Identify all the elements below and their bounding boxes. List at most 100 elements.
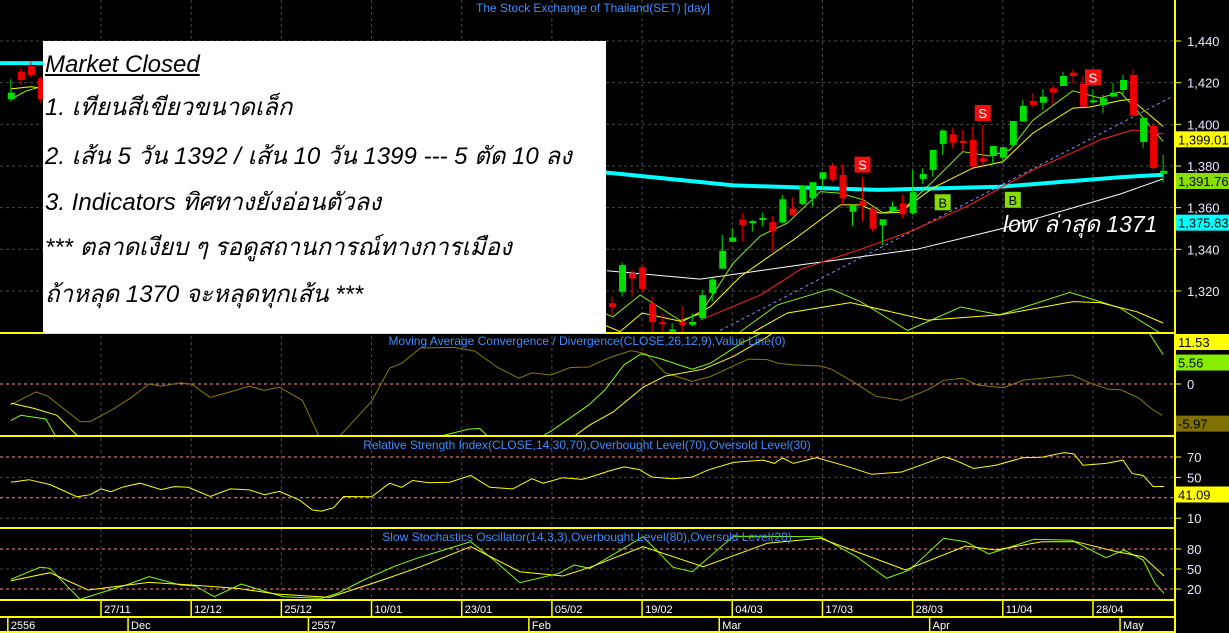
price-axis-label: 1,420: [1187, 76, 1220, 91]
stochastic-axis-label: 50: [1187, 562, 1201, 577]
buy-signal-marker: B: [1004, 191, 1021, 208]
candle: [1019, 99, 1027, 122]
candle-body: [1089, 100, 1097, 103]
candle: [1150, 123, 1158, 171]
price-value-label: 1,399.01: [1176, 131, 1229, 148]
candle-body: [889, 206, 897, 211]
candle-body: [1100, 98, 1107, 105]
rsi-axis-label: 70: [1187, 450, 1201, 465]
candle: [979, 124, 987, 165]
candle: [819, 172, 827, 189]
candle-body: [639, 267, 647, 289]
candle: [959, 129, 967, 151]
svg-text:5.56: 5.56: [1178, 356, 1203, 371]
candle: [839, 164, 847, 205]
candle: [729, 228, 737, 242]
rsi-value-label: 41.09: [1176, 486, 1229, 503]
candle-body: [909, 192, 917, 214]
candle-body: [749, 221, 757, 224]
macd-value-label: -5.97: [1176, 415, 1229, 432]
candle: [919, 168, 927, 184]
candle: [949, 127, 957, 149]
note-heading: Market Closed: [45, 51, 200, 78]
price-value-label: 1,375.83: [1176, 214, 1229, 231]
signal-label: S: [1089, 70, 1098, 85]
candle: [779, 194, 787, 223]
candle-body: [699, 295, 707, 319]
candle: [869, 206, 877, 232]
candle: [1100, 94, 1107, 114]
macd-series-line: [10, 346, 1163, 435]
date-tick-label: 05/02: [555, 604, 583, 616]
candle-body: [939, 130, 947, 144]
buy-signal-marker: B: [934, 194, 951, 211]
note-line-2: 2. เส้น 5 วัน 1392 / เส้น 10 วัน 1399 --…: [45, 143, 572, 170]
price-value-label: 1,391.76: [1176, 172, 1229, 189]
candle: [1160, 154, 1168, 183]
candle-body: [719, 250, 727, 269]
date-tick-label: 25/12: [284, 604, 312, 616]
candle: [1079, 75, 1087, 108]
price-axis-label: 1,400: [1187, 117, 1220, 132]
note-line-4: *** ตลาดเงียบ ๆ รอดูสถานการณ์ทางการเมือง: [45, 234, 512, 261]
candle: [1049, 84, 1057, 105]
candle-body: [1150, 125, 1158, 169]
candle-body: [879, 219, 887, 226]
market-note-box: Market Closed 1. เทียนสีเขียวขนาดเล็ก 2.…: [43, 41, 606, 333]
candle: [789, 197, 797, 216]
candle-body: [769, 222, 777, 232]
candle: [679, 305, 687, 332]
candle: [749, 219, 757, 232]
rsi-pane: [0, 452, 1175, 519]
candle-body: [27, 65, 35, 75]
candle: [709, 278, 717, 302]
svg-text:1,375.83: 1,375.83: [1178, 216, 1229, 231]
date-tick-label: 11/04: [1006, 604, 1033, 616]
candle: [1009, 120, 1017, 147]
candle: [929, 149, 937, 177]
price-axis-label: 1,360: [1187, 201, 1220, 216]
candle-body: [659, 322, 667, 325]
candle-body: [689, 321, 697, 325]
candle-body: [899, 203, 907, 215]
candle-body: [1110, 92, 1118, 97]
price-series-line: [606, 178, 1164, 280]
signal-label: S: [978, 106, 987, 121]
date-tick-label: 27/11: [104, 604, 131, 616]
candle-body: [629, 273, 637, 279]
date-tick-label: 23/01: [465, 604, 493, 616]
candle: [1089, 89, 1097, 104]
rsi-axis-label: 50: [1187, 470, 1201, 485]
note-line-1: 1. เทียนสีเขียวขนาดเล็ก: [45, 94, 293, 121]
candle-body: [1039, 96, 1047, 103]
candle-body: [739, 219, 747, 226]
macd-title: Moving Average Convergence / Divergence(…: [388, 334, 786, 348]
price-axis-label: 1,380: [1187, 159, 1220, 174]
candle: [1069, 69, 1077, 84]
price-series-line: [752, 301, 1164, 332]
candle-body: [17, 71, 25, 80]
date-tick-label: 10/01: [375, 604, 403, 616]
candle-body: [809, 182, 817, 199]
candle: [809, 182, 817, 207]
period-label: Feb: [532, 620, 551, 632]
candle-body: [989, 145, 997, 156]
svg-text:11.53: 11.53: [1178, 335, 1210, 350]
price-axis-label: 1,320: [1187, 284, 1220, 299]
candle: [989, 145, 997, 165]
date-tick-label: 28/03: [916, 604, 944, 616]
candle-body: [609, 303, 617, 308]
candle-body: [649, 303, 657, 323]
macd-series-line: [10, 334, 1164, 435]
candle: [879, 219, 887, 245]
candle-body: [919, 173, 927, 179]
candle: [849, 204, 857, 226]
candle: [719, 234, 727, 269]
candle: [7, 79, 15, 102]
candle-body: [1160, 170, 1168, 174]
rsi-title: Relative Strength Index(CLOSE,14,30,70),…: [363, 438, 811, 452]
period-label: Apr: [933, 620, 950, 632]
stochastic-axis-label: 80: [1187, 542, 1201, 557]
period-label: 2557: [311, 620, 335, 632]
candle: [829, 163, 837, 182]
